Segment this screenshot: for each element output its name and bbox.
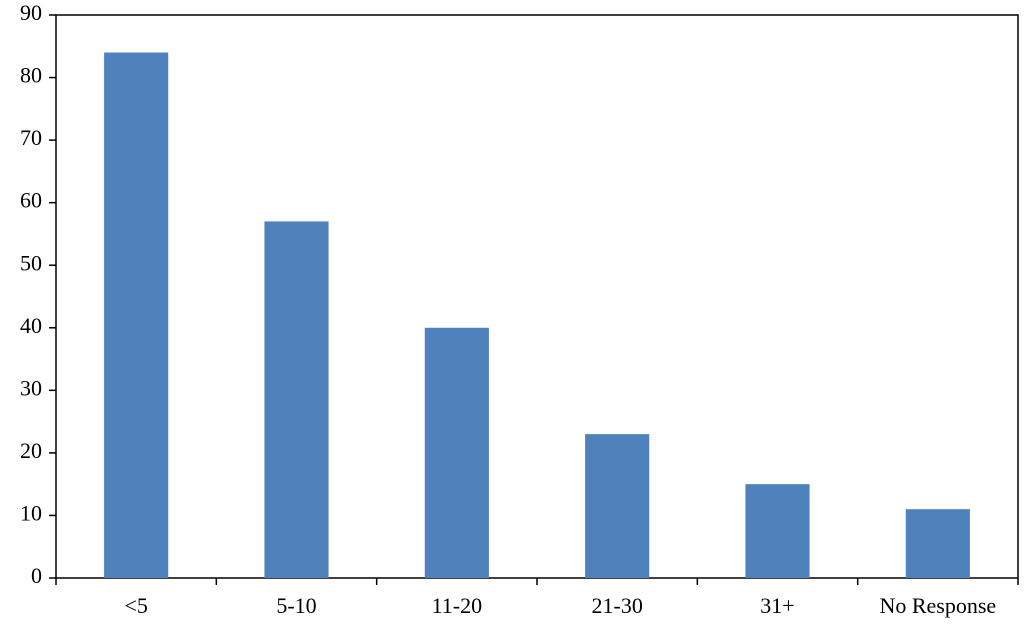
y-tick-label: 70 [20,125,42,150]
y-tick-label: 50 [20,250,42,275]
x-tick-label: 11-20 [432,593,483,618]
y-tick-label: 80 [20,63,42,88]
y-tick-label: 40 [20,313,42,338]
bar [424,327,489,578]
bar [104,52,169,579]
y-tick-label: 0 [31,563,42,588]
bar [585,434,650,578]
bar [264,221,329,578]
x-tick-label: No Response [879,593,996,618]
y-tick-label: 10 [20,500,42,525]
y-tick-label: 60 [20,188,42,213]
bar [905,509,970,578]
bar [745,484,810,578]
y-tick-label: 90 [20,0,42,25]
x-tick-label: 5-10 [276,593,316,618]
x-tick-label: 31+ [760,593,794,618]
x-tick-label: <5 [124,593,147,618]
y-tick-label: 30 [20,375,42,400]
y-tick-label: 20 [20,438,42,463]
plot-frame [55,14,1019,579]
x-tick-label: 21-30 [592,593,643,618]
